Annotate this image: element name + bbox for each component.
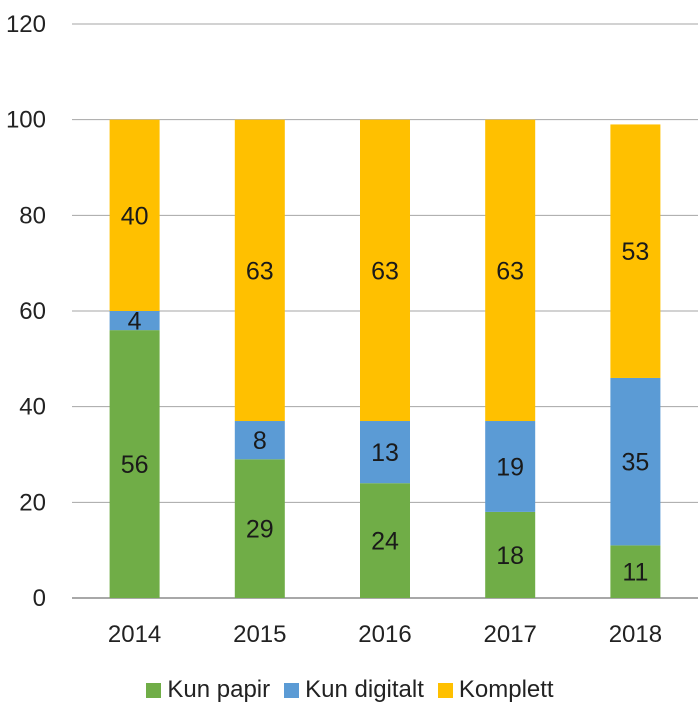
- bar-komplett-2017: [485, 119, 536, 422]
- data-label-kun-digitalt-2014: 4: [128, 308, 142, 336]
- bar-kun-papir-2015: [234, 459, 285, 598]
- x-axis-ticks: 2014 2015 2016 2017 2018: [108, 621, 662, 648]
- bar-kun-papir-2014: [109, 330, 160, 598]
- x-tick-2014: 2014: [108, 621, 161, 648]
- data-label-kun-digitalt-2016: 13: [371, 439, 399, 467]
- stacked-bar-chart: 0 20 40 60 80 100 120 56 4 40 29 8 63 24 13 63 18 19 63 11…: [6, 11, 698, 648]
- bar-kun-digitalt-2015: [234, 421, 285, 460]
- legend-swatch-kun-digitalt: [284, 682, 300, 698]
- legend-item-kun-papir: Kun papir: [146, 676, 270, 704]
- y-tick-20: 20: [19, 489, 46, 516]
- bar-kun-papir-2016: [360, 483, 410, 598]
- data-label-komplett-2016: 63: [371, 257, 399, 285]
- x-tick-2015: 2015: [233, 621, 286, 648]
- data-label-kun-papir-2014: 56: [121, 451, 149, 479]
- legend-swatch-kun-papir: [146, 682, 162, 698]
- data-label-komplett-2015: 63: [246, 257, 274, 285]
- x-tick-2016: 2016: [358, 621, 411, 648]
- legend-item-kun-digitalt: Kun digitalt: [284, 676, 424, 704]
- legend-label-kun-digitalt: Kun digitalt: [305, 676, 424, 703]
- x-tick-2017: 2017: [484, 621, 537, 648]
- x-tick-2018: 2018: [609, 621, 662, 648]
- data-label-kun-papir-2017: 18: [496, 542, 524, 570]
- legend: Kun papir Kun digitalt Komplett: [0, 676, 700, 704]
- bar-komplett-2016: [360, 119, 410, 422]
- bar-kun-digitalt-2016: [360, 421, 410, 484]
- legend-label-kun-papir: Kun papir: [167, 676, 271, 703]
- y-tick-40: 40: [19, 394, 46, 421]
- data-label-kun-papir-2016: 24: [371, 528, 399, 556]
- y-tick-80: 80: [19, 202, 46, 229]
- bars: [109, 119, 661, 598]
- data-label-kun-digitalt-2015: 8: [253, 427, 267, 455]
- legend-label-komplett: Komplett: [458, 676, 554, 703]
- y-tick-0: 0: [33, 585, 46, 612]
- y-axis-ticks: 0 20 40 60 80 100 120: [6, 11, 46, 612]
- bar-komplett-2015: [234, 119, 285, 422]
- data-label-komplett-2018: 53: [621, 238, 649, 266]
- data-label-kun-digitalt-2017: 19: [496, 453, 524, 481]
- data-label-komplett-2014: 40: [121, 202, 149, 230]
- bar-kun-papir-2018: [610, 545, 661, 598]
- data-labels: 56 4 40 29 8 63 24 13 63 18 19 63 11 35 53: [121, 202, 650, 586]
- data-label-komplett-2017: 63: [496, 257, 524, 285]
- legend-swatch-komplett: [437, 682, 453, 698]
- bar-kun-papir-2017: [485, 511, 536, 598]
- y-tick-60: 60: [19, 298, 46, 325]
- data-label-kun-papir-2015: 29: [246, 516, 274, 544]
- bar-kun-digitalt-2014: [109, 311, 160, 331]
- bar-komplett-2018: [610, 124, 661, 378]
- y-tick-120: 120: [6, 11, 46, 38]
- y-tick-100: 100: [6, 107, 46, 134]
- data-label-kun-papir-2018: 11: [622, 559, 648, 587]
- bar-komplett-2014: [109, 119, 160, 312]
- legend-item-komplett: Komplett: [437, 676, 554, 704]
- data-label-kun-digitalt-2018: 35: [621, 449, 649, 477]
- bar-kun-digitalt-2017: [485, 421, 536, 512]
- bar-kun-digitalt-2018: [610, 377, 661, 546]
